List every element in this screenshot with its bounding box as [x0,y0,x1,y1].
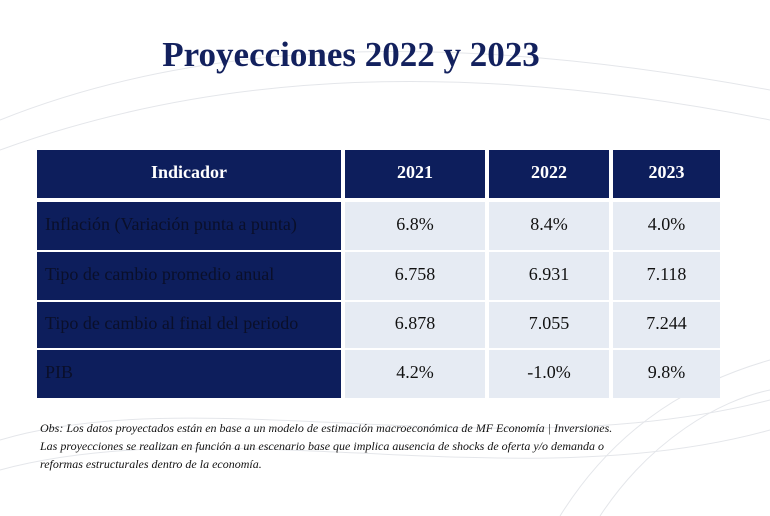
data-cell [613,202,720,250]
data-cell [345,350,485,398]
cell-value: 7.244 [646,313,687,333]
note-line: reformas estructurales dentro de la econ… [40,457,262,471]
header-text: 2022 [531,162,567,182]
header-cell [345,150,485,198]
title: Proyecciones 2022 y 2023 [162,35,539,74]
header-cell [37,150,341,198]
cell-value: -1.0% [527,362,571,382]
data-cell [489,202,609,250]
header-text: Indicador [151,162,227,182]
data-cell [345,302,485,348]
cell-value: 4.2% [396,362,434,382]
data-cell [345,252,485,300]
row-label: Tipo de cambio promedio anual [45,264,274,284]
data-cell [489,350,609,398]
header-text: 2023 [649,162,685,182]
data-cell [613,252,720,300]
cell-value: 9.8% [648,362,686,382]
row-label: Tipo de cambio al final del periodo [45,313,298,333]
row-label-cell [37,202,341,250]
data-cell [613,302,720,348]
note-line: Obs: Los datos proyectados están en base… [40,421,612,435]
table: Indicador 2021 2022 2023 Inflación (Variació… [37,150,720,398]
cell-value: 7.055 [529,313,570,333]
header-cell [489,150,609,198]
cell-value: 6.8% [396,214,434,234]
data-cell [489,252,609,300]
row-label-cell [37,350,341,398]
data-cell [613,350,720,398]
cell-value: 4.0% [648,214,686,234]
row-label: PIB [45,362,73,382]
data-cell [345,202,485,250]
cell-value: 7.118 [647,264,687,284]
background-curves [0,50,770,516]
row-label-cell [37,302,341,348]
cell-value: 6.758 [395,264,436,284]
cell-value: 6.931 [529,264,570,284]
cell-value: 6.878 [395,313,436,333]
cell-value: 8.4% [530,214,568,234]
row-label: Inflación (Variación punta a punta) [45,214,297,235]
header-cell [613,150,720,198]
row-label-cell [37,252,341,300]
header-text: 2021 [397,162,433,182]
data-cell [489,302,609,348]
note-line: Las proyecciones se realizan en función … [39,439,604,453]
